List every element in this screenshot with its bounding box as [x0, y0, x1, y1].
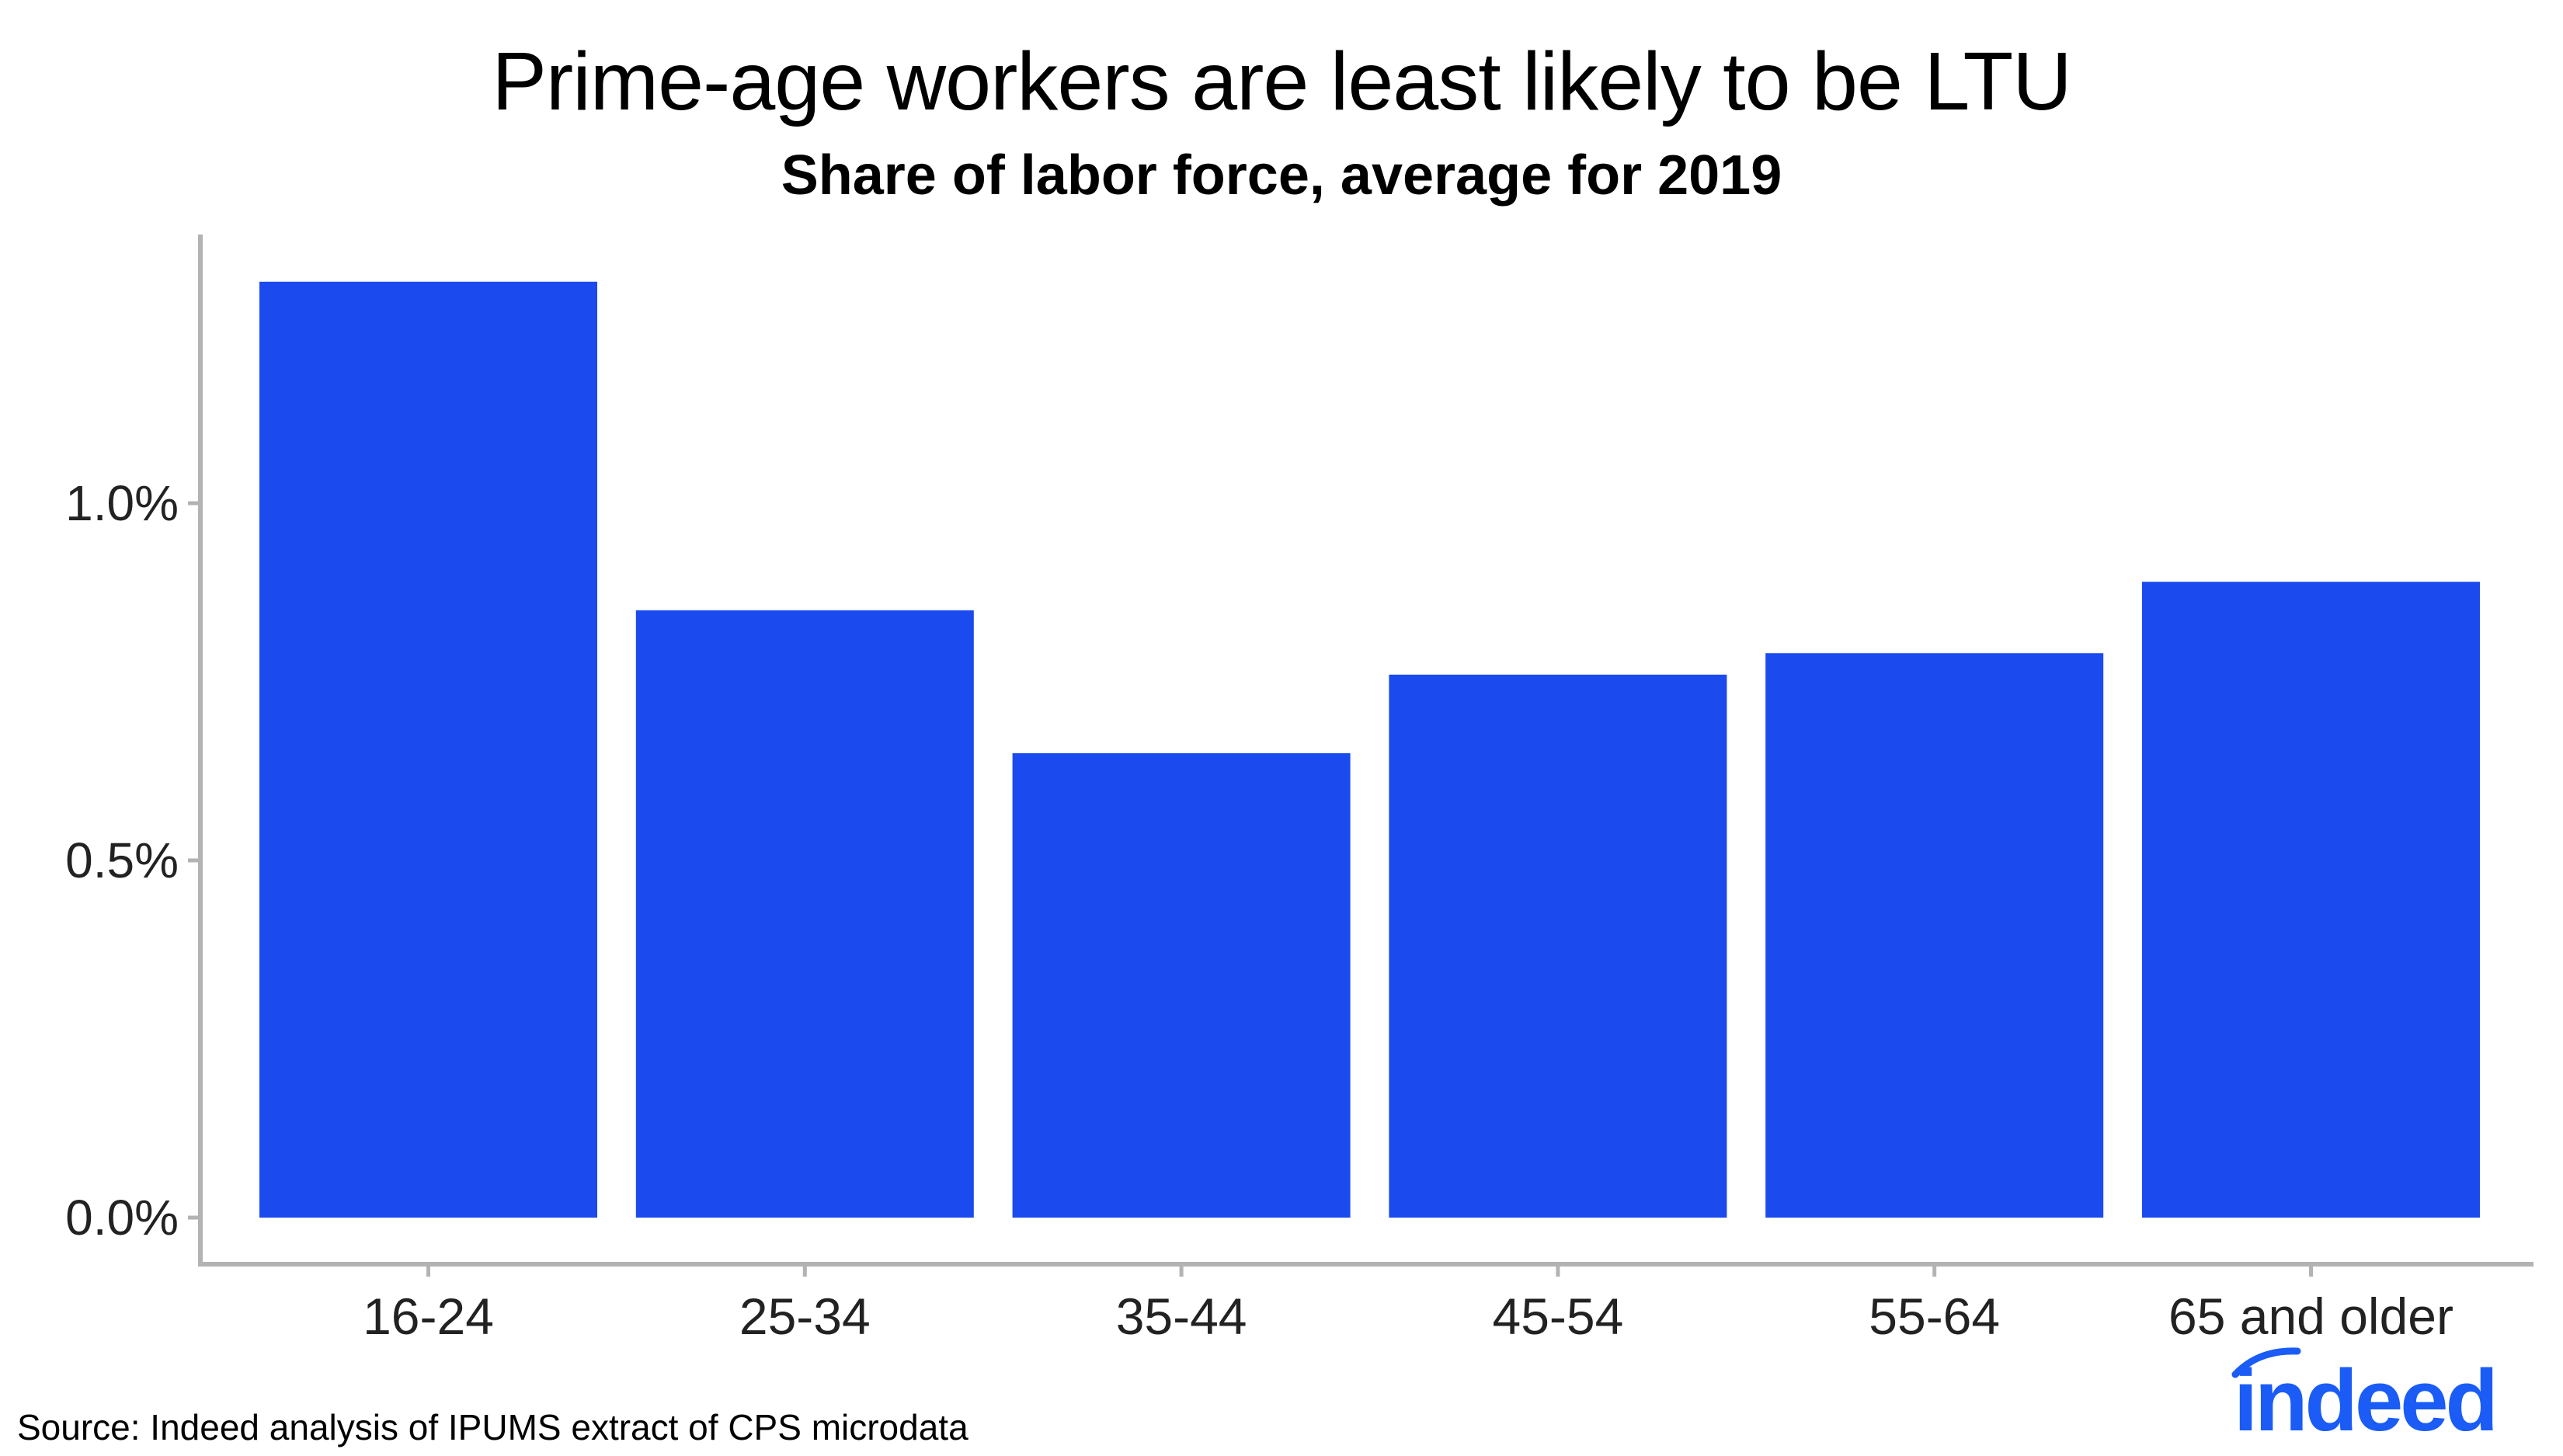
bar-35-44: [1012, 753, 1351, 1218]
y-axis: 0.0% 0.5% 1.0%: [65, 235, 203, 1267]
source-note: Source: Indeed analysis of IPUMS extract…: [17, 1407, 969, 1447]
y-tick-label: 0.0%: [65, 1190, 179, 1246]
x-axis: 16-24 25-34 35-44 45-54 55-64 65 and older: [198, 1262, 2533, 1345]
bar-16-24: [259, 281, 597, 1218]
x-tick-label: 55-64: [1869, 1287, 2000, 1345]
logo-wordmark: indeed: [2234, 1352, 2495, 1444]
indeed-logo: indeed: [2221, 1343, 2547, 1449]
x-tick-label: 25-34: [739, 1287, 871, 1345]
bar-65-and-older: [2142, 582, 2480, 1218]
bar-45-54: [1389, 674, 1727, 1218]
x-tick-label: 16-24: [363, 1287, 494, 1345]
bars-layer: [259, 281, 2480, 1218]
x-tick-label: 35-44: [1116, 1287, 1247, 1345]
bar-25-34: [635, 610, 974, 1218]
chart-subtitle: Share of labor force, average for 2019: [781, 144, 1782, 207]
chart-title: Prime-age workers are least likely to be…: [492, 36, 2072, 127]
x-tick-label: 65 and older: [2168, 1287, 2453, 1345]
x-tick-label: 45-54: [1492, 1287, 1623, 1345]
y-tick-label: 1.0%: [65, 475, 179, 531]
logo-arc-icon: [2231, 1347, 2301, 1378]
bar-55-64: [1765, 653, 2104, 1218]
y-tick-label: 0.5%: [65, 832, 179, 888]
